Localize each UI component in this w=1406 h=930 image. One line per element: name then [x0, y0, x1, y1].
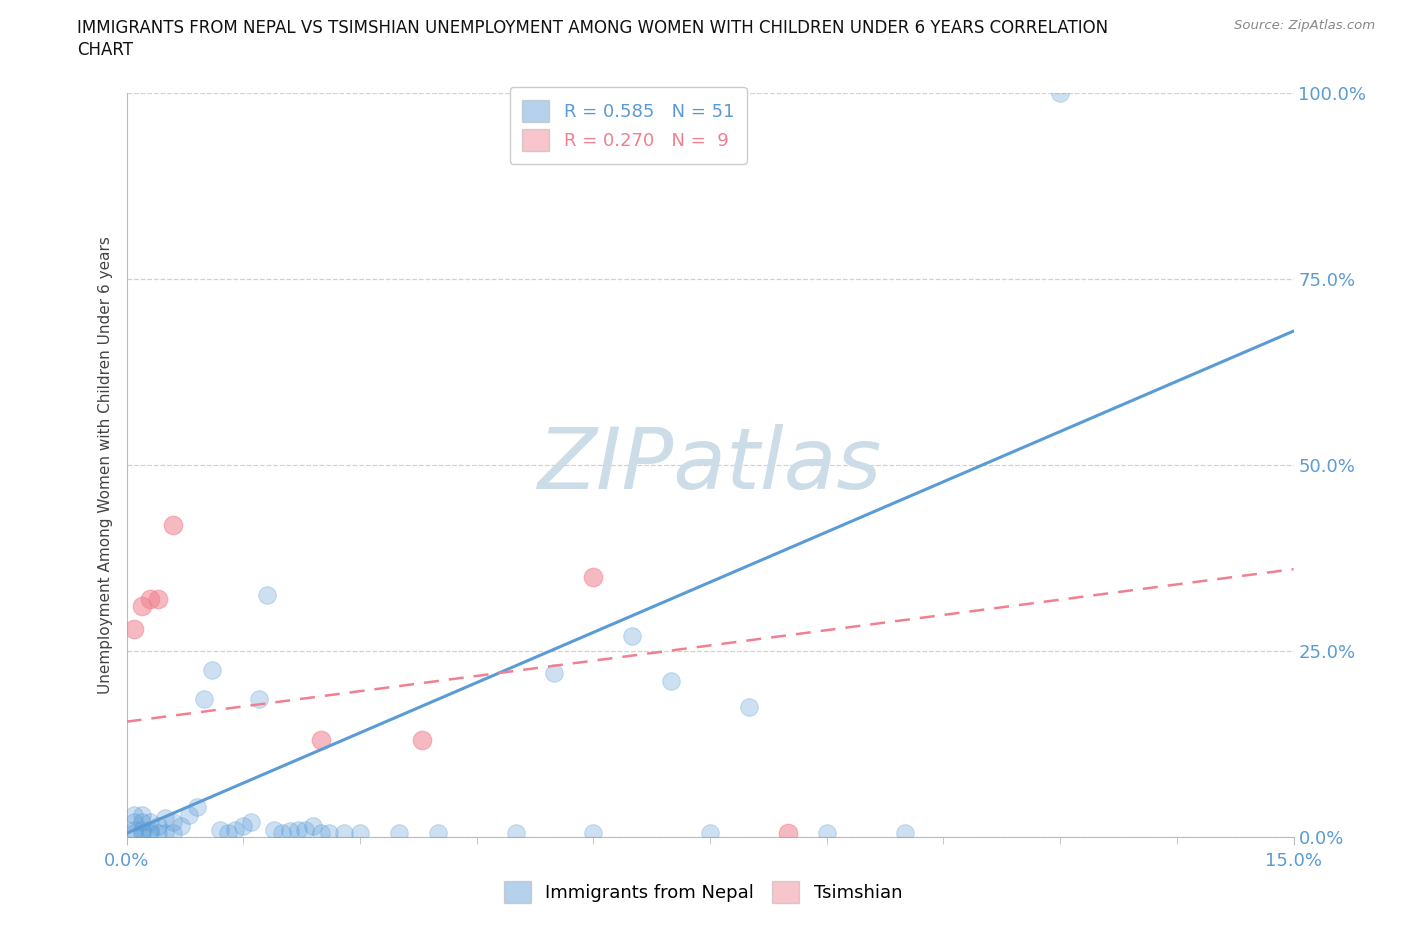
Point [170, 818, 193, 833]
Point [582, 569, 605, 584]
Point [193, 692, 215, 707]
Point [162, 517, 184, 532]
Point [294, 822, 316, 837]
Point [131, 599, 153, 614]
Point [302, 818, 325, 833]
Point [278, 824, 301, 839]
Point [333, 826, 356, 841]
Legend: Immigrants from Nepal, Tsimshian: Immigrants from Nepal, Tsimshian [496, 873, 910, 910]
Point [139, 826, 162, 841]
Point [217, 826, 239, 841]
Y-axis label: Unemployment Among Women with Children Under 6 years: Unemployment Among Women with Children U… [97, 236, 112, 694]
Point [543, 666, 565, 681]
Point [208, 822, 231, 837]
Point [893, 826, 915, 841]
Text: Source: ZipAtlas.com: Source: ZipAtlas.com [1234, 19, 1375, 32]
Point [309, 733, 332, 748]
Text: IMMIGRANTS FROM NEPAL VS TSIMSHIAN UNEMPLOYMENT AMONG WOMEN WITH CHILDREN UNDER : IMMIGRANTS FROM NEPAL VS TSIMSHIAN UNEMP… [77, 19, 1108, 36]
Point [124, 815, 146, 830]
Text: CHART: CHART [77, 41, 134, 59]
Point [177, 807, 200, 822]
Point [139, 591, 162, 606]
Point [699, 826, 721, 841]
Point [155, 811, 177, 826]
Point [659, 673, 682, 688]
Point [162, 815, 184, 830]
Point [232, 818, 254, 833]
Point [263, 822, 285, 837]
Point [139, 822, 162, 837]
Point [621, 629, 644, 644]
Point [287, 822, 309, 837]
Point [1049, 86, 1071, 100]
Point [388, 826, 411, 841]
Point [131, 826, 153, 841]
Point [256, 588, 278, 603]
Point [426, 826, 449, 841]
Point [162, 826, 184, 841]
Point [349, 826, 371, 841]
Point [247, 692, 270, 707]
Point [131, 807, 153, 822]
Point [582, 826, 605, 841]
Point [318, 826, 340, 841]
Point [139, 815, 162, 830]
Legend: R = 0.585   N = 51, R = 0.270   N =  9: R = 0.585 N = 51, R = 0.270 N = 9 [510, 87, 747, 164]
Point [124, 621, 146, 636]
Point [124, 822, 146, 837]
Point [124, 807, 146, 822]
Point [201, 662, 224, 677]
Point [131, 815, 153, 830]
Point [124, 826, 146, 841]
Point [146, 818, 169, 833]
Point [738, 699, 761, 714]
Point [309, 826, 332, 841]
Point [271, 826, 294, 841]
Point [155, 826, 177, 841]
Point [146, 826, 169, 841]
Text: ZIPatlas: ZIPatlas [538, 423, 882, 507]
Point [505, 826, 527, 841]
Point [131, 822, 153, 837]
Point [815, 826, 838, 841]
Point [240, 815, 263, 830]
Point [186, 800, 208, 815]
Point [224, 822, 246, 837]
Point [146, 591, 169, 606]
Point [776, 826, 799, 841]
Point [411, 733, 433, 748]
